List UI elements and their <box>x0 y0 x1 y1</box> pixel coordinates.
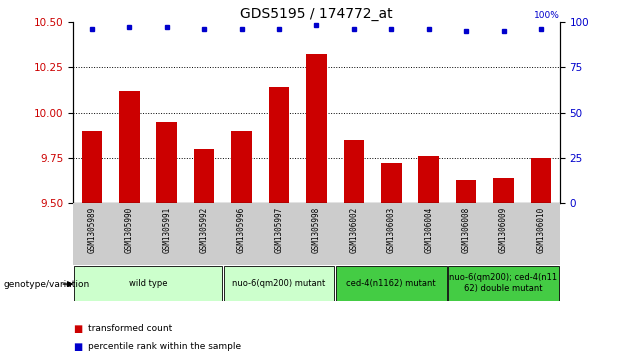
Text: percentile rank within the sample: percentile rank within the sample <box>88 342 241 351</box>
Bar <box>74 266 222 301</box>
Text: 100%: 100% <box>534 11 560 20</box>
Text: GSM1305992: GSM1305992 <box>200 206 209 253</box>
Bar <box>194 149 214 203</box>
Text: genotype/variation: genotype/variation <box>3 281 90 289</box>
Bar <box>448 266 559 301</box>
Bar <box>530 158 551 203</box>
Bar <box>232 131 252 203</box>
Bar <box>418 156 439 203</box>
Bar <box>119 91 139 203</box>
Bar <box>224 266 335 301</box>
Text: GSM1305989: GSM1305989 <box>87 206 96 253</box>
Text: GSM1305990: GSM1305990 <box>125 206 134 253</box>
Text: GSM1306003: GSM1306003 <box>387 206 396 253</box>
Bar <box>381 163 401 203</box>
Bar <box>268 87 289 203</box>
Bar <box>81 131 102 203</box>
Text: nuo-6(qm200); ced-4(n11
62) double mutant: nuo-6(qm200); ced-4(n11 62) double mutan… <box>450 273 558 293</box>
Text: ced-4(n1162) mutant: ced-4(n1162) mutant <box>347 279 436 287</box>
Bar <box>456 180 476 203</box>
Text: ■: ■ <box>73 342 83 352</box>
Text: GSM1306004: GSM1306004 <box>424 206 433 253</box>
Bar <box>156 122 177 203</box>
Text: wild type: wild type <box>128 279 167 287</box>
Text: GSM1306009: GSM1306009 <box>499 206 508 253</box>
Text: nuo-6(qm200) mutant: nuo-6(qm200) mutant <box>232 279 326 287</box>
Bar <box>343 140 364 203</box>
Text: transformed count: transformed count <box>88 324 172 333</box>
Text: GSM1305991: GSM1305991 <box>162 206 171 253</box>
Text: GSM1306010: GSM1306010 <box>537 206 546 253</box>
Text: GSM1305996: GSM1305996 <box>237 206 246 253</box>
Bar <box>494 178 514 203</box>
Text: GSM1305998: GSM1305998 <box>312 206 321 253</box>
Text: GSM1306008: GSM1306008 <box>462 206 471 253</box>
Title: GDS5195 / 174772_at: GDS5195 / 174772_at <box>240 7 392 21</box>
Text: ■: ■ <box>73 323 83 334</box>
Bar <box>306 54 327 203</box>
Text: GSM1306002: GSM1306002 <box>349 206 358 253</box>
Text: GSM1305997: GSM1305997 <box>275 206 284 253</box>
Bar <box>336 266 446 301</box>
